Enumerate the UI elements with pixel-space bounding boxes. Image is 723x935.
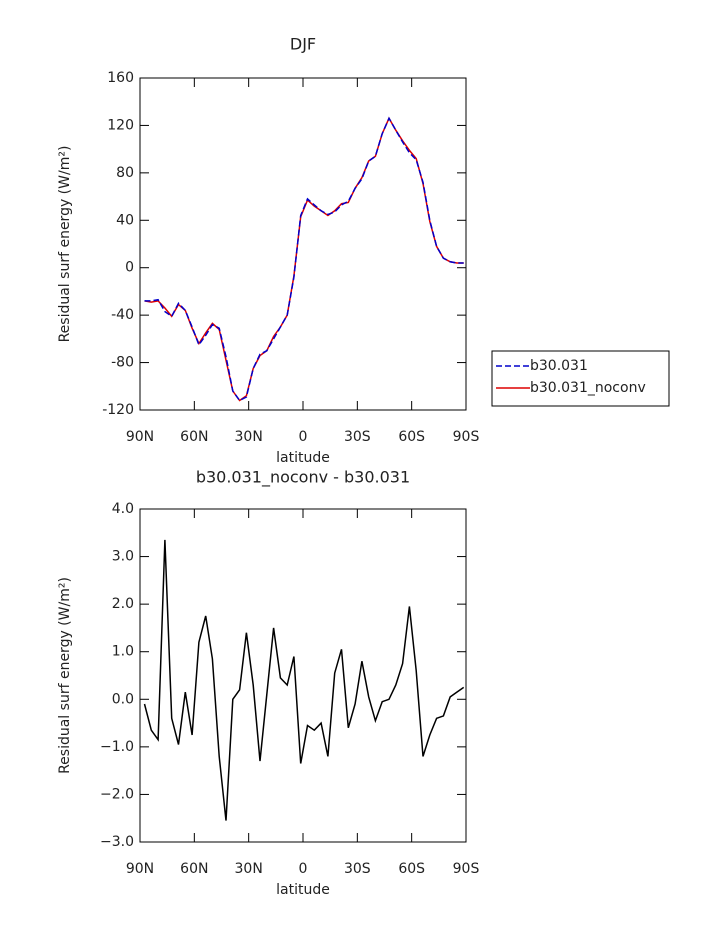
data-line (143, 539, 465, 821)
x-tick-label: 90N (126, 429, 154, 445)
y-tick-label: 80 (116, 165, 134, 181)
y-axis-label: Residual surf energy (W/m²) (57, 577, 73, 774)
x-tick-label: 30N (235, 861, 263, 877)
y-tick-label: 1.0 (112, 644, 134, 660)
y-axis-label: Residual surf energy (W/m²) (57, 146, 73, 343)
y-tick-label: -80 (111, 355, 134, 371)
y-tick-label: −3.0 (100, 834, 134, 850)
x-tick-label: 90S (453, 861, 480, 877)
x-tick-label: 0 (299, 861, 308, 877)
x-tick-label: 60S (398, 429, 425, 445)
y-tick-label: 2.0 (112, 596, 134, 612)
x-tick-label: 0 (299, 429, 308, 445)
y-tick-label: 0 (125, 260, 134, 276)
x-tick-label: 60N (180, 861, 208, 877)
chart-title: b30.031_noconv - b30.031 (196, 468, 410, 488)
y-tick-label: 0.0 (112, 691, 134, 707)
y-tick-label: −1.0 (100, 739, 134, 755)
x-axis-label: latitude (276, 450, 330, 466)
data-line (144, 116, 464, 402)
plot-frame (139, 508, 467, 843)
y-tick-label: 4.0 (112, 501, 134, 517)
y-tick-label: 3.0 (112, 549, 134, 565)
x-axis-label: latitude (276, 882, 330, 898)
x-tick-label: 60S (398, 861, 425, 877)
y-tick-label: 120 (107, 117, 134, 133)
plot-frame (139, 77, 467, 411)
legend-label: b30.031 (530, 358, 588, 374)
x-tick-label: 30S (344, 429, 371, 445)
x-tick-label: 30S (344, 861, 371, 877)
y-tick-label: -40 (111, 307, 134, 323)
legend-box (491, 350, 670, 407)
chart-title: DJF (290, 35, 316, 54)
x-tick-label: 60N (180, 429, 208, 445)
x-tick-label: 90N (126, 861, 154, 877)
legend-label: b30.031_noconv (530, 380, 646, 396)
y-tick-label: -120 (102, 402, 134, 418)
y-tick-label: −2.0 (100, 786, 134, 802)
x-tick-label: 90S (453, 429, 480, 445)
data-line (144, 116, 464, 402)
x-tick-label: 30N (235, 429, 263, 445)
y-tick-label: 40 (116, 212, 134, 228)
y-tick-label: 160 (107, 70, 134, 86)
